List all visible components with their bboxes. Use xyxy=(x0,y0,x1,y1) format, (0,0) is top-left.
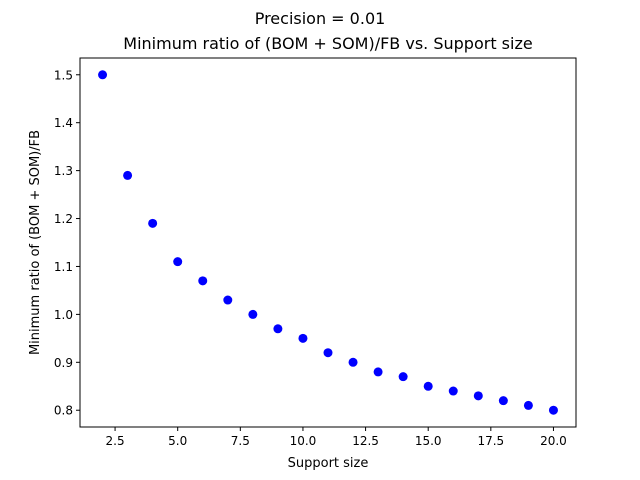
data-point xyxy=(198,276,208,286)
x-tick-label: 15.0 xyxy=(415,434,442,448)
y-axis-ticks: 0.8 0.9 1.0 1.1 1.2 1.3 1.4 1.5 xyxy=(54,68,80,418)
data-point xyxy=(373,367,383,377)
x-tick-label: 20.0 xyxy=(540,434,567,448)
data-point xyxy=(173,257,183,267)
data-points xyxy=(98,70,558,415)
data-point xyxy=(498,396,508,406)
x-tick-label: 12.5 xyxy=(352,434,379,448)
data-point xyxy=(148,218,158,228)
chart-title: Minimum ratio of (BOM + SOM)/FB vs. Supp… xyxy=(123,34,532,53)
y-tick-label: 0.9 xyxy=(54,356,73,370)
x-tick-label: 7.5 xyxy=(231,434,250,448)
data-point xyxy=(398,372,408,382)
y-tick-label: 0.8 xyxy=(54,404,73,418)
data-point xyxy=(548,405,558,415)
y-tick-label: 1.5 xyxy=(54,68,73,82)
data-point xyxy=(473,391,483,401)
y-tick-label: 1.3 xyxy=(54,164,73,178)
data-point xyxy=(448,386,458,396)
x-tick-label: 17.5 xyxy=(477,434,504,448)
y-tick-label: 1.1 xyxy=(54,260,73,274)
x-axis-ticks: 2.5 5.0 7.5 10.0 12.5 15.0 17.5 20.0 xyxy=(106,427,567,448)
x-tick-label: 5.0 xyxy=(168,434,187,448)
y-tick-label: 1.0 xyxy=(54,308,73,322)
plot-frame xyxy=(79,57,577,428)
data-point xyxy=(223,295,233,305)
y-tick-label: 1.2 xyxy=(54,212,73,226)
data-point xyxy=(248,309,258,319)
data-point xyxy=(298,333,308,343)
data-point xyxy=(423,381,433,391)
data-point xyxy=(123,170,133,180)
x-axis-label: Support size xyxy=(288,456,369,471)
plot-area xyxy=(80,58,576,427)
data-point xyxy=(348,357,358,367)
data-point xyxy=(273,324,283,334)
y-tick-label: 1.4 xyxy=(54,116,73,130)
y-axis-label: Minimum ratio of (BOM + SOM)/FB xyxy=(28,130,43,355)
chart-suptitle: Precision = 0.01 xyxy=(255,9,386,28)
data-point xyxy=(98,70,108,80)
data-point xyxy=(323,348,333,358)
x-tick-label: 10.0 xyxy=(290,434,317,448)
x-tick-label: 2.5 xyxy=(106,434,125,448)
data-point xyxy=(523,400,533,410)
